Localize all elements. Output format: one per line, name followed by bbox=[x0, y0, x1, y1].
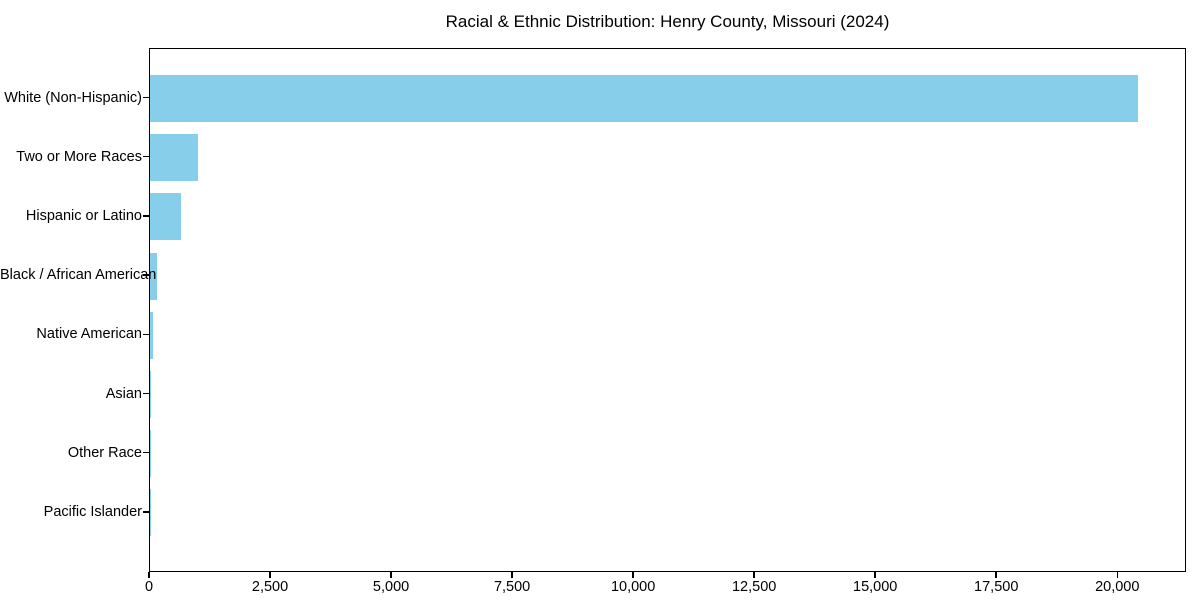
bar-native-american bbox=[150, 311, 153, 359]
y-axis-tick bbox=[142, 333, 149, 336]
x-axis-label: 17,500 bbox=[974, 579, 1019, 595]
x-axis-label: 20,000 bbox=[1095, 579, 1140, 595]
y-axis-label: Hispanic or Latino bbox=[25, 207, 142, 224]
x-axis-label: 2,500 bbox=[251, 579, 289, 595]
x-axis-tick bbox=[874, 572, 876, 578]
x-axis-tick bbox=[1116, 572, 1118, 578]
x-axis-tick bbox=[753, 572, 755, 578]
y-axis-tick bbox=[142, 511, 149, 513]
bar-hispanic-or-latino bbox=[150, 193, 182, 241]
x-axis-label: 7,500 bbox=[493, 579, 531, 595]
bar-white-non-hispanic bbox=[150, 75, 1138, 122]
chart-title: Racial & Ethnic Distribution: Henry Coun… bbox=[445, 12, 890, 31]
bar-two-or-more-races bbox=[150, 134, 198, 182]
x-axis-label: 12,500 bbox=[731, 579, 777, 595]
x-axis-tick bbox=[511, 572, 513, 578]
y-axis-tick bbox=[142, 451, 149, 454]
y-axis-tick bbox=[142, 155, 149, 158]
x-axis-label: 0 bbox=[144, 579, 154, 595]
x-axis-label: 10,000 bbox=[610, 579, 656, 595]
x-axis-tick bbox=[148, 572, 150, 578]
y-axis-label: Black / African American bbox=[0, 267, 157, 284]
y-axis-label: Asian bbox=[105, 385, 142, 402]
y-axis-tick bbox=[142, 274, 149, 276]
y-axis-tick bbox=[142, 392, 149, 395]
y-axis-label: Other Race bbox=[67, 444, 142, 461]
x-axis-tick bbox=[632, 572, 634, 578]
y-axis-label: Native American bbox=[36, 326, 142, 343]
x-axis-tick bbox=[390, 572, 392, 578]
y-axis-label: Pacific Islander bbox=[43, 503, 142, 520]
x-axis-tick bbox=[269, 572, 271, 578]
plot-area bbox=[149, 48, 1186, 572]
y-axis-tick bbox=[142, 215, 149, 217]
bar-black-african-american bbox=[150, 252, 158, 300]
x-axis-tick bbox=[995, 572, 997, 578]
x-axis-label: 5,000 bbox=[372, 579, 410, 595]
y-axis-label: White (Non-Hispanic) bbox=[4, 89, 142, 106]
y-axis-tick bbox=[142, 96, 149, 99]
x-axis-label: 15,000 bbox=[853, 579, 898, 595]
y-axis-label: Two or More Races bbox=[16, 148, 142, 165]
bar-asian bbox=[150, 371, 152, 418]
